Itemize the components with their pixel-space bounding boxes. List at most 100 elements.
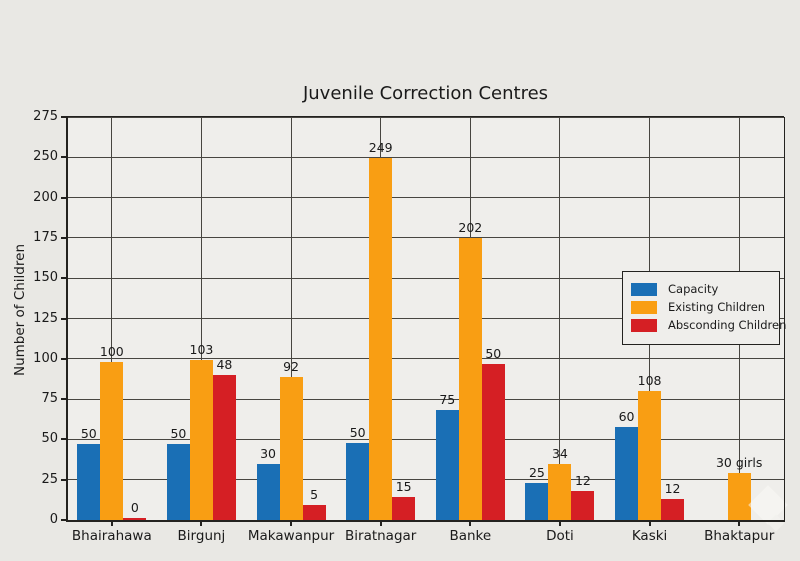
bar-label-capacity-banke: 75 — [439, 392, 456, 408]
bar-existing-kaski — [638, 391, 662, 520]
gridline-h-100 — [67, 358, 784, 360]
bar-existing-banke — [458, 237, 482, 520]
legend-item-existing-children: Existing Children — [631, 300, 771, 315]
bar-capacity-doti — [525, 482, 549, 520]
gridline-v-birgunj — [200, 117, 202, 520]
gridline-v-doti — [559, 117, 561, 520]
y-tick-label-25: 25 — [41, 471, 58, 487]
gridline-v-makawanpur — [290, 117, 292, 520]
y-tick-label-275: 275 — [33, 109, 58, 124]
bar-label-capacity-kaski: 60 — [618, 408, 635, 424]
bar-capacity-banke — [435, 410, 459, 520]
x-tick-label-biratnagar: Biratnagar — [345, 528, 417, 544]
y-tick-mark-25 — [61, 478, 67, 481]
legend-label: Capacity — [668, 282, 719, 296]
bar-label-existing-birgunj: 103 — [189, 342, 214, 358]
x-tick-label-kaski: Kaski — [631, 528, 668, 544]
legend-item-absconding-children: Absconding Children — [631, 318, 786, 333]
bar-label-capacity-bhairahawa: 50 — [80, 426, 97, 442]
bar-label-absconding-biratnagar: 15 — [395, 479, 412, 495]
bar-capacity-birgunj — [166, 444, 190, 520]
x-tick-label-bhaktapur: Bhaktapur — [704, 528, 775, 544]
bar-label-existing-makawanpur: 92 — [283, 358, 300, 374]
bar-label-existing-bhaktapur: 30 girls — [715, 455, 763, 471]
watermark-diamond — [748, 485, 788, 525]
bar-capacity-kaski — [615, 426, 639, 520]
y-tick-label-175: 175 — [33, 229, 58, 245]
legend-label: Existing Children — [668, 300, 766, 314]
bar-label-absconding-birgunj: 48 — [216, 356, 233, 372]
y-tick-mark-175 — [61, 236, 67, 239]
legend-label: Absconding Children — [668, 318, 787, 332]
spine-bottom — [66, 520, 785, 522]
bar-label-capacity-makawanpur: 30 — [260, 445, 277, 461]
bar-existing-bhaktapur — [727, 473, 751, 520]
x-tick-mark-doti — [558, 520, 561, 526]
bar-label-absconding-banke: 50 — [485, 345, 502, 361]
x-tick-label-banke: Banke — [449, 528, 492, 544]
y-tick-label-100: 100 — [33, 350, 58, 366]
x-tick-label-bhairahawa: Bhairahawa — [71, 528, 152, 544]
x-tick-mark-makawanpur — [290, 520, 293, 526]
bar-absconding-makawanpur — [302, 505, 326, 520]
bar-label-absconding-makawanpur: 5 — [310, 487, 319, 503]
y-tick-mark-275 — [61, 116, 67, 118]
legend-swatch-absconding — [631, 319, 657, 332]
x-tick-mark-banke — [469, 520, 472, 526]
bar-label-existing-kaski: 108 — [637, 373, 662, 389]
gridline-h-25 — [67, 479, 784, 481]
bar-capacity-biratnagar — [346, 442, 370, 520]
y-tick-mark-0 — [61, 519, 67, 521]
bar-label-capacity-birgunj: 50 — [170, 426, 187, 442]
gridline-h-150 — [67, 277, 784, 279]
bar-label-existing-biratnagar: 249 — [368, 140, 393, 156]
bar-absconding-kaski — [661, 499, 685, 520]
gridline-h-125 — [67, 318, 784, 319]
x-tick-label-makawanpur: Makawanpur — [247, 528, 335, 544]
y-tick-mark-75 — [61, 398, 67, 401]
bar-existing-bhairahawa — [100, 362, 124, 520]
x-tick-mark-biratnagar — [379, 520, 382, 526]
bar-label-capacity-biratnagar: 50 — [349, 424, 366, 440]
x-tick-mark-kaski — [648, 520, 651, 526]
watermark-icon — [748, 485, 792, 533]
bar-label-existing-bhairahawa: 100 — [99, 344, 124, 360]
bar-existing-birgunj — [189, 360, 213, 520]
legend-swatch-existing — [631, 301, 657, 314]
x-tick-mark-bhaktapur — [738, 520, 741, 526]
y-tick-mark-150 — [61, 277, 67, 280]
y-tick-mark-125 — [61, 317, 67, 320]
bar-absconding-doti — [571, 490, 595, 520]
bar-existing-biratnagar — [369, 158, 393, 520]
bar-absconding-bhairahawa — [123, 518, 147, 520]
chart-title: Juvenile Correction Centres — [302, 83, 549, 104]
bar-label-absconding-kaski: 12 — [664, 481, 681, 497]
bar-capacity-makawanpur — [256, 463, 280, 520]
gridline-v-bhairahawa — [111, 117, 113, 520]
gridline-h-50 — [67, 438, 784, 440]
gridline-h-200 — [67, 197, 784, 199]
legend: Capacity Existing Children Absconding Chil… — [622, 271, 786, 345]
legend-swatch-capacity — [631, 283, 657, 296]
y-tick-label-150: 150 — [33, 270, 58, 286]
x-tick-mark-birgunj — [200, 520, 203, 526]
bar-absconding-birgunj — [212, 374, 236, 520]
gridline-h-250 — [67, 156, 784, 158]
bar-absconding-banke — [481, 363, 505, 520]
spine-left — [66, 117, 68, 522]
y-tick-label-250: 250 — [33, 149, 58, 165]
bar-existing-doti — [548, 463, 572, 520]
bar-label-capacity-doti: 25 — [528, 464, 545, 480]
y-tick-mark-250 — [61, 156, 67, 159]
bar-existing-makawanpur — [279, 376, 303, 520]
x-tick-label-birgunj: Birgunj — [177, 528, 226, 544]
bar-capacity-bhairahawa — [77, 444, 101, 520]
y-tick-mark-200 — [61, 196, 67, 199]
bar-label-absconding-doti: 12 — [574, 472, 591, 488]
y-tick-mark-100 — [61, 357, 67, 360]
y-tick-label-50: 50 — [41, 431, 58, 447]
y-tick-mark-50 — [61, 438, 67, 441]
bar-label-existing-banke: 202 — [458, 219, 483, 235]
bar-label-absconding-bhairahawa: 0 — [130, 500, 139, 516]
